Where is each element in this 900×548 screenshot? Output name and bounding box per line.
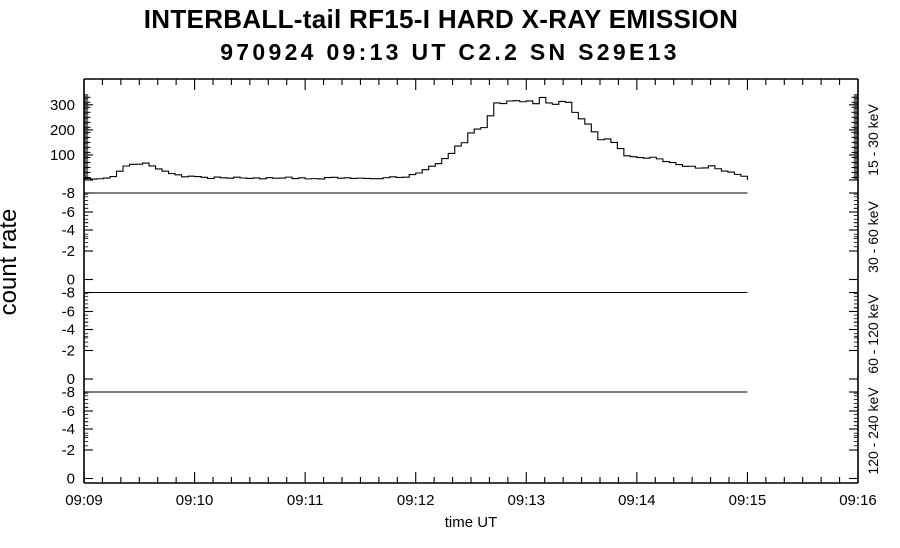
svg-text:60 - 120 keV: 60 - 120 keV bbox=[865, 294, 881, 374]
svg-text:09:11: 09:11 bbox=[287, 492, 323, 509]
svg-text:09:13: 09:13 bbox=[508, 492, 546, 509]
svg-text:120 - 240 keV: 120 - 240 keV bbox=[865, 387, 881, 475]
svg-text:200: 200 bbox=[50, 122, 75, 139]
svg-text:09:15: 09:15 bbox=[729, 492, 767, 509]
svg-text:09:12: 09:12 bbox=[397, 492, 435, 509]
svg-text:15 - 30 keV: 15 - 30 keV bbox=[865, 104, 881, 176]
svg-text:time UT: time UT bbox=[445, 514, 498, 531]
svg-text:09:14: 09:14 bbox=[618, 492, 656, 509]
svg-text:-6: -6 bbox=[62, 204, 75, 221]
svg-text:-4: -4 bbox=[62, 322, 75, 339]
svg-text:-6: -6 bbox=[62, 403, 75, 420]
svg-text:-8: -8 bbox=[62, 384, 75, 401]
svg-text:-4: -4 bbox=[62, 421, 75, 438]
svg-text:-6: -6 bbox=[62, 304, 75, 321]
svg-text:-2: -2 bbox=[62, 243, 75, 260]
svg-text:300: 300 bbox=[50, 97, 75, 114]
svg-text:09:16: 09:16 bbox=[839, 492, 877, 509]
svg-text:0: 0 bbox=[67, 471, 75, 488]
svg-text:09:10: 09:10 bbox=[176, 492, 214, 509]
svg-text:-4: -4 bbox=[62, 222, 75, 239]
svg-text:count rate: count rate bbox=[0, 209, 22, 316]
svg-text:INTERBALL-tail RF15-I HARD: INTERBALL-tail RF15-I HARD X-RAY EMISSIO… bbox=[144, 4, 738, 34]
svg-text:30 - 60 keV: 30 - 60 keV bbox=[865, 201, 881, 273]
svg-text:-2: -2 bbox=[62, 343, 75, 360]
svg-text:100: 100 bbox=[50, 147, 75, 164]
svg-text:970924 09:13 UT C2.2 S: 970924 09:13 UT C2.2 SN S29E13 bbox=[220, 39, 680, 65]
svg-text:-2: -2 bbox=[62, 442, 75, 459]
svg-text:09:09: 09:09 bbox=[65, 492, 103, 509]
svg-text:-8: -8 bbox=[62, 285, 75, 302]
svg-text:-8: -8 bbox=[62, 185, 75, 202]
